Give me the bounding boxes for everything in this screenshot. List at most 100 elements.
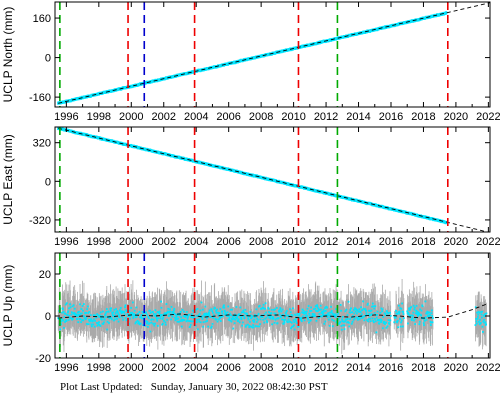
x-tick-label: 2020 [444,362,468,374]
data-point [245,324,247,327]
data-point [259,323,261,326]
data-point [280,310,283,313]
data-point [395,309,397,312]
data-point [341,315,344,318]
data-point [132,317,135,319]
data-point [89,318,91,321]
data-point [362,300,365,303]
data-point [376,314,379,316]
model-fit-line [58,2,490,104]
data-point [313,308,315,311]
data-point [308,321,310,324]
data-point [87,312,90,314]
data-point [244,308,247,311]
data-point [349,309,352,311]
data-point [198,318,200,321]
x-tick-label: 2012 [314,111,338,123]
data-point [237,319,240,322]
x-tick-label: 2012 [314,236,338,248]
data-point [204,312,206,315]
data-point [65,302,68,305]
x-tick-label: 2018 [411,111,435,123]
data-point [366,304,369,306]
data-point [311,315,314,318]
x-tick-label: 2016 [379,236,403,248]
data-point [306,307,309,310]
data-point [295,320,297,322]
data-point [414,312,417,315]
data-point [214,307,216,310]
data-point [224,311,227,314]
data-point [59,328,62,331]
data-point [177,317,180,320]
data-point [205,314,207,316]
data-point [284,316,286,319]
data-point [309,319,312,322]
data-point [431,321,434,324]
data-point [169,308,171,311]
data-point [238,313,240,316]
data-point [260,307,263,310]
x-tick-label: 2010 [281,236,305,248]
data-point [420,309,423,312]
data-point [323,314,326,317]
data-point [249,310,252,313]
data-point [231,308,234,311]
data-point [222,305,225,308]
data-point [201,308,204,311]
data-point [430,309,433,312]
data-point [394,316,397,319]
data-point [197,314,200,317]
data-point [210,325,213,328]
data-point [289,308,291,311]
x-tick-label: 2000 [119,111,143,123]
data-point [113,319,115,322]
data-point [208,309,211,312]
data-point [186,319,189,322]
data-point [261,306,264,309]
x-tick-label: 2004 [184,111,208,123]
data-point [208,311,210,314]
panel-2: 1996 1998 2000 2002 2004 2006 2008 2010 2012 2014… [1,126,500,248]
data-point [292,325,295,328]
data-point [366,319,369,322]
data-point [206,320,209,322]
data-point [196,328,199,331]
data-point [228,319,231,321]
data-point [58,318,60,320]
data-point [135,321,137,324]
data-point [293,328,296,331]
data-point [148,322,151,325]
data-point [291,314,294,317]
data-point [128,322,130,325]
data-point [328,314,331,317]
data-point [134,316,137,319]
data-point [199,321,202,324]
data-point [417,311,420,314]
data-point [267,306,270,309]
plot-frame [54,126,491,233]
data-point [146,325,149,328]
data-point [215,318,218,321]
data-point [95,322,98,324]
data-point [324,307,326,310]
data-point [206,313,209,316]
data-point [407,313,410,316]
data-point [145,322,148,325]
data-point [313,313,316,316]
data-point [266,321,269,324]
data-point [297,325,300,328]
data-point [76,311,79,314]
data-point [326,306,329,309]
data-point [189,320,192,323]
x-tick-label: 1996 [54,236,78,248]
data-point [70,317,73,320]
data-point [380,307,383,310]
data-point [245,312,248,315]
data-point [300,317,303,320]
data-point [351,311,354,314]
data-point [104,312,107,315]
data-point [264,307,266,310]
data-point [208,313,211,316]
data-point [86,305,89,308]
